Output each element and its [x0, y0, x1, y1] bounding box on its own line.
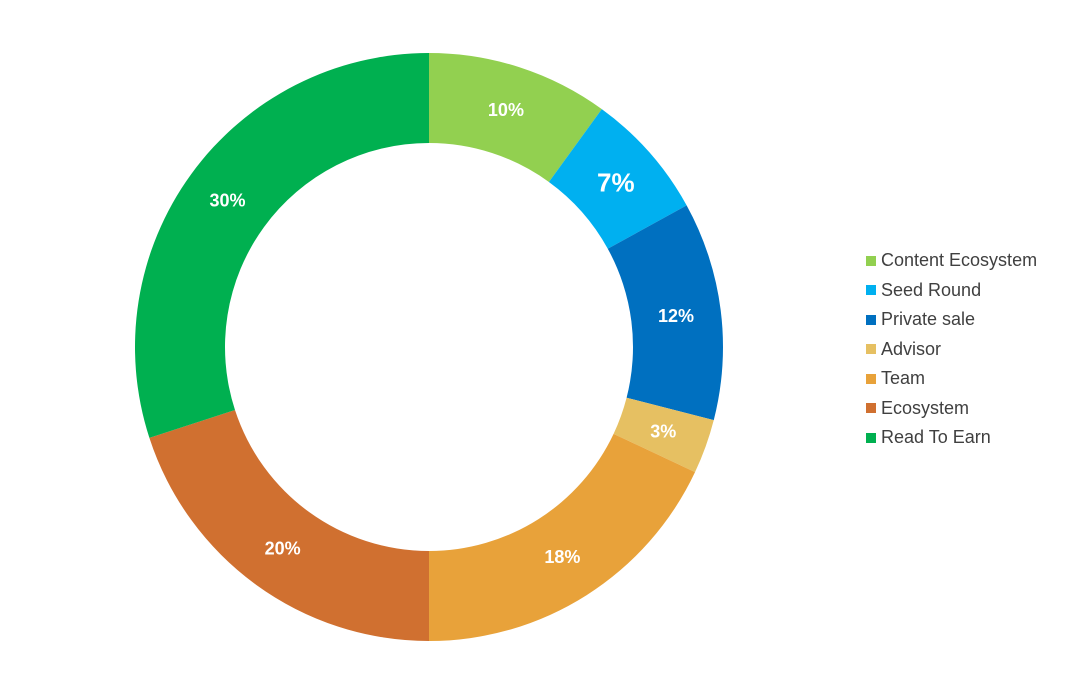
legend-label: Private sale	[881, 309, 976, 330]
legend-item-private-sale: Private sale	[866, 305, 1037, 335]
slice-label-seed-round: 7%	[597, 167, 635, 197]
slice-team	[429, 433, 696, 641]
legend-swatch	[866, 373, 876, 384]
legend-item-ecosystem: Ecosystem	[866, 394, 1037, 424]
legend-item-team: Team	[866, 364, 1037, 394]
legend-item-advisor: Advisor	[866, 335, 1037, 365]
legend-item-read-to-earn: Read To Earn	[866, 423, 1037, 453]
legend-swatch	[866, 285, 876, 296]
legend-swatch	[866, 403, 876, 414]
legend-label: Read To Earn	[881, 427, 991, 448]
legend-swatch	[866, 344, 876, 355]
slice-label-ecosystem: 20%	[265, 538, 301, 558]
slice-private-sale	[607, 205, 723, 421]
legend-label: Ecosystem	[881, 397, 970, 418]
slice-ecosystem	[149, 410, 429, 641]
slice-labels-layer: 10% 7% 12% 3% 18% 20% 30%	[210, 100, 695, 567]
slice-label-read-to-earn: 30%	[210, 191, 246, 211]
legend-label: Team	[881, 368, 926, 389]
legend-label: Advisor	[881, 338, 942, 359]
slice-label-content-ecosystem: 10%	[488, 100, 524, 120]
slice-content-ecosystem	[429, 53, 602, 182]
legend-label: Seed Round	[881, 279, 982, 300]
slice-read-to-earn	[134, 53, 429, 438]
slices-layer	[134, 53, 723, 641]
slice-label-advisor: 3%	[650, 421, 676, 441]
legend-swatch	[866, 255, 876, 266]
slice-label-team: 18%	[544, 547, 580, 567]
legend-swatch	[866, 432, 876, 443]
legend-item-seed-round: Seed Round	[866, 276, 1037, 306]
chart-legend: Content Ecosystem Seed Round Private sale A…	[866, 246, 1037, 453]
legend-label: Content Ecosystem	[881, 250, 1038, 271]
slice-label-private-sale: 12%	[658, 306, 694, 326]
legend-swatch	[866, 314, 876, 325]
legend-item-content-ecosystem: Content Ecosystem	[866, 246, 1037, 276]
slice-advisor	[613, 397, 714, 473]
slice-seed-round	[548, 109, 687, 249]
